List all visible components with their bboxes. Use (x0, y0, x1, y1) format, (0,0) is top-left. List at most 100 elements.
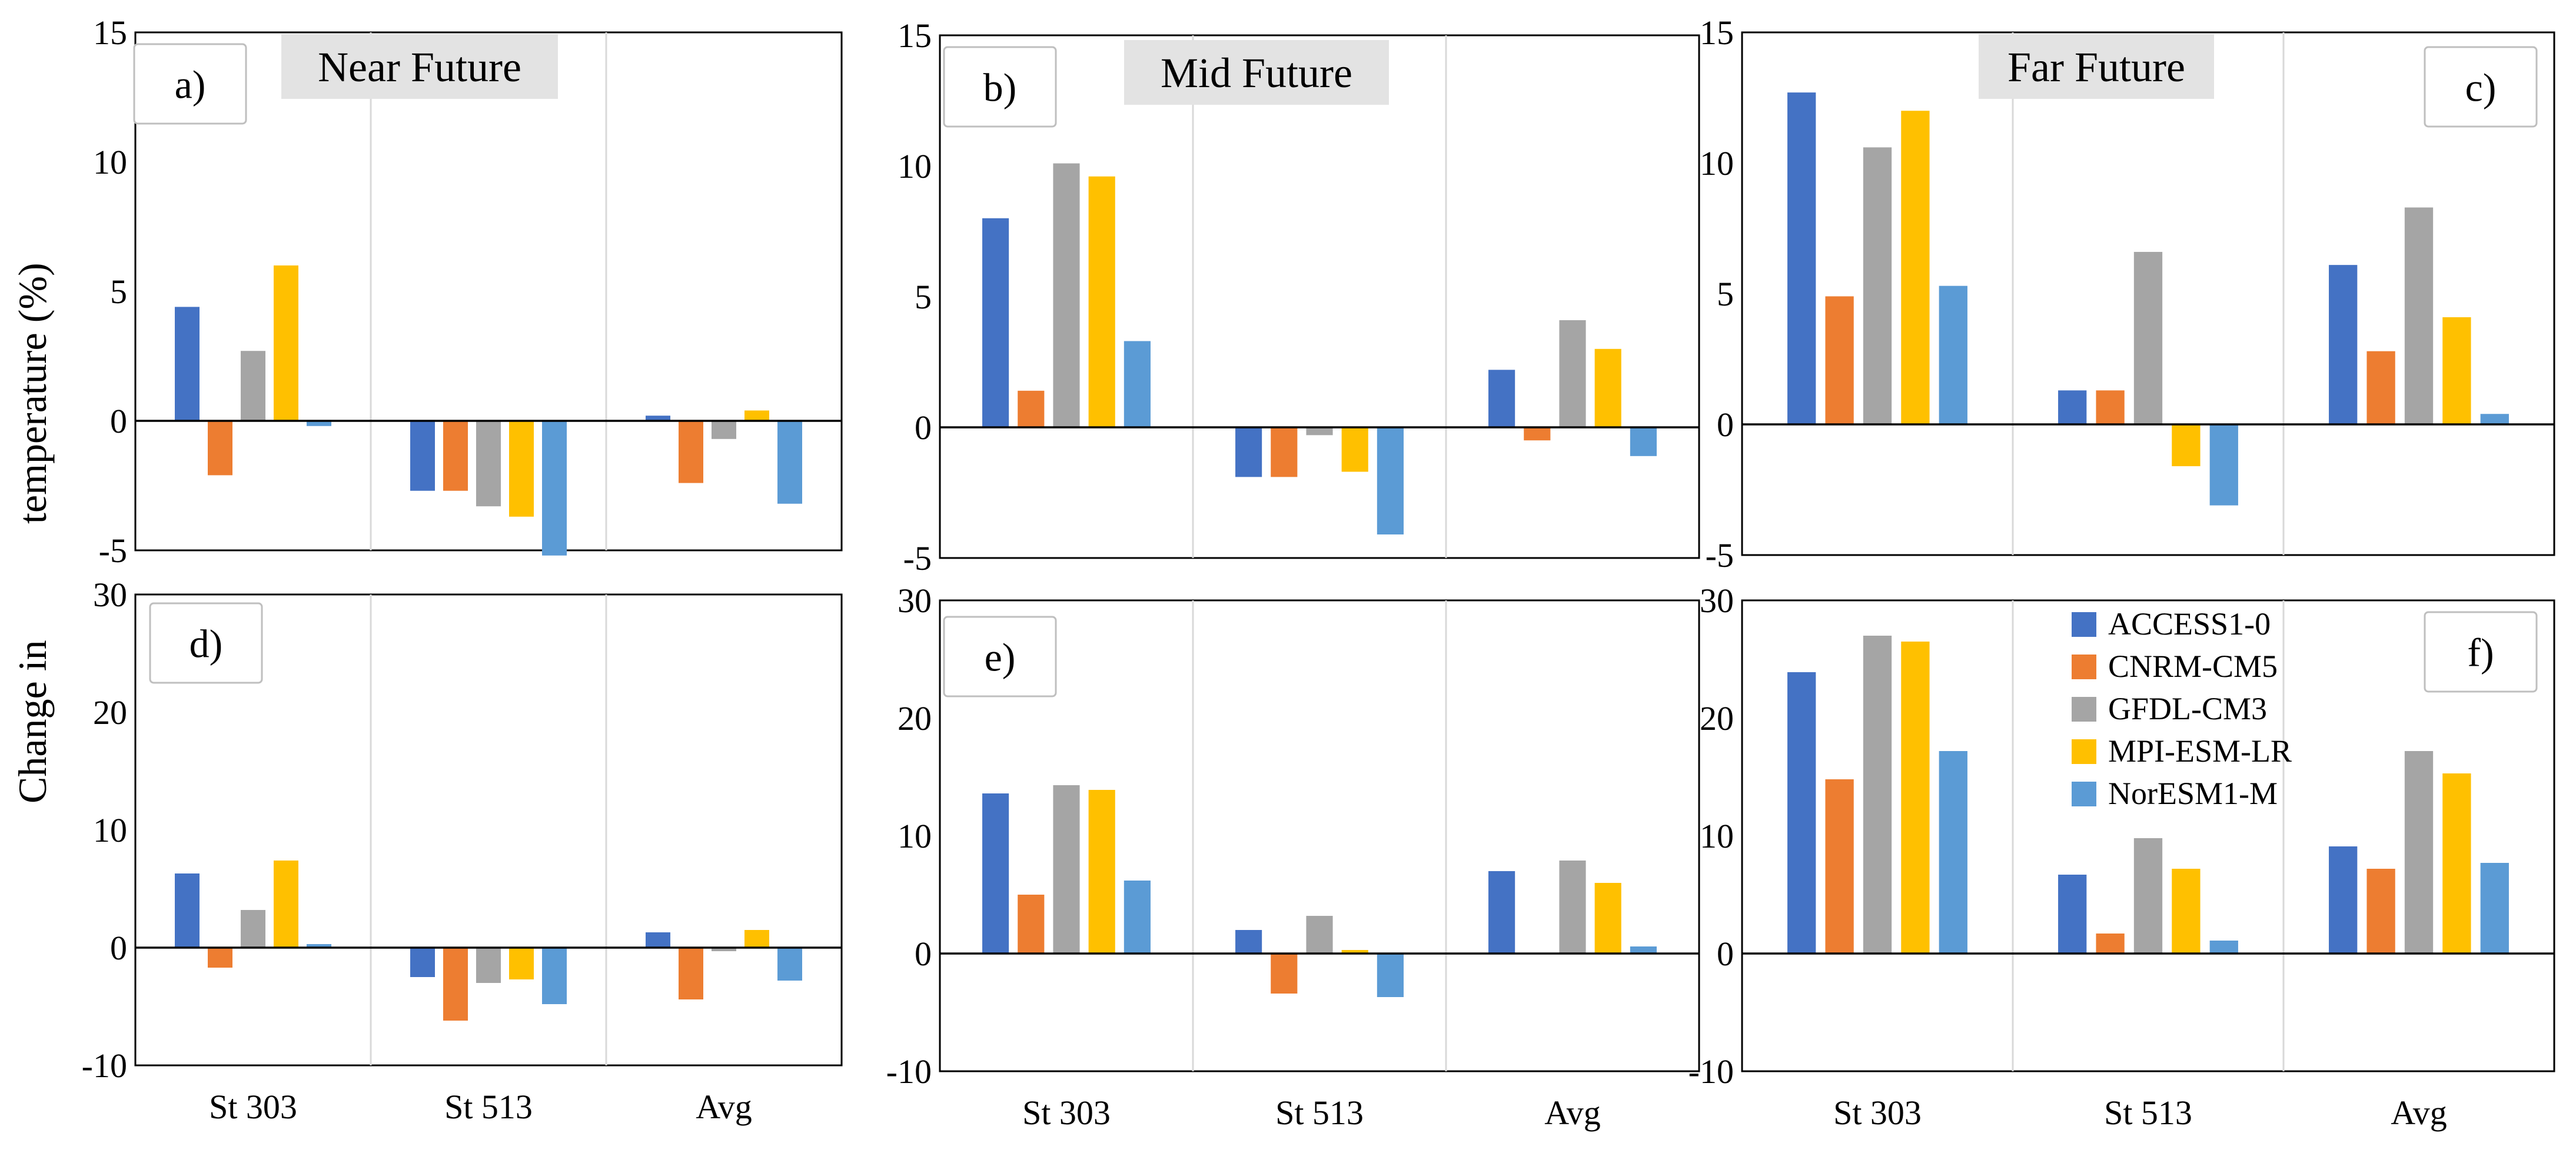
bar-c-ACCESS1-0-St303 (1787, 92, 1816, 424)
x-category-label: St 303 (209, 1088, 297, 1126)
legend-swatch (2072, 782, 2096, 806)
bar-e-NorESM1-M-Avg (1630, 946, 1657, 954)
x-category-label: Avg (696, 1088, 752, 1126)
x-category-label: St 513 (2104, 1094, 2192, 1132)
bar-a-MPI-ESM-LR-St303 (274, 265, 298, 421)
bar-a-GFDL-CM3-St303 (241, 351, 265, 421)
bar-f-GFDL-CM3-Avg (2404, 751, 2434, 954)
y-tick-label: 0 (1717, 406, 1734, 444)
y-axis-label-line-1: Change in (10, 640, 55, 803)
bar-c-MPI-ESM-LR-St303 (1901, 111, 1930, 424)
bar-b-NorESM1-M-St303 (1124, 341, 1151, 427)
y-tick-label: -10 (1688, 1052, 1734, 1091)
legend-swatch (2072, 612, 2096, 637)
y-tick-label: -5 (99, 532, 127, 570)
panel-letter-e: e) (985, 635, 1016, 680)
panel-letter-box (149, 602, 263, 684)
y-tick-label: 10 (898, 147, 932, 185)
panel-a: -5 0 5 10 15 Near Future a) (93, 14, 843, 570)
x-category-label: St 513 (1275, 1094, 1364, 1132)
bar-a-CNRM-CM5-St303 (208, 421, 232, 476)
panel-title-c: Far Future (2007, 44, 2185, 91)
bar-d-GFDL-CM3-St513 (476, 948, 501, 983)
legend-swatch (2072, 655, 2096, 679)
bar-f-NorESM1-M-St513 (2209, 941, 2238, 954)
bar-e-NorESM1-M-St513 (1377, 954, 1404, 997)
panel-letter-c: c) (2465, 65, 2497, 110)
y-tick-label: -10 (82, 1047, 127, 1085)
legend-label: MPI-ESM-LR (2108, 733, 2292, 769)
bar-f-ACCESS1-0-Avg (2329, 846, 2358, 954)
bar-e-GFDL-CM3-St513 (1306, 916, 1333, 954)
bar-c-MPI-ESM-LR-St513 (2172, 424, 2201, 467)
bar-d-ACCESS1-0-St303 (175, 873, 200, 948)
y-tick-label: 5 (1717, 275, 1734, 313)
bar-b-ACCESS1-0-St303 (982, 218, 1009, 427)
y-tick-label: 30 (1700, 582, 1734, 620)
y-tick-label: 15 (1700, 14, 1734, 52)
y-tick-label: 15 (898, 16, 932, 55)
y-tick-label: 0 (915, 935, 932, 973)
panel-title-box (1979, 34, 2214, 99)
bar-d-NorESM1-M-St513 (542, 948, 567, 1004)
bar-b-CNRM-CM5-St303 (1018, 390, 1045, 427)
bar-f-NorESM1-M-St303 (1939, 751, 1967, 954)
bar-d-CNRM-CM5-Avg (679, 948, 703, 999)
bar-d-NorESM1-M-Avg (777, 948, 802, 981)
x-category-label: Avg (2391, 1094, 2447, 1132)
x-category-label: Avg (1544, 1094, 1601, 1132)
bar-b-CNRM-CM5-St513 (1271, 427, 1298, 477)
y-tick-label: -5 (1706, 536, 1734, 574)
bar-e-MPI-ESM-LR-St513 (1341, 950, 1368, 954)
bar-e-ACCESS1-0-Avg (1488, 871, 1515, 954)
bar-d-CNRM-CM5-St303 (208, 948, 232, 968)
bar-d-GFDL-CM3-Avg (712, 948, 736, 951)
legend-label: GFDL-CM3 (2108, 691, 2267, 726)
bar-b-MPI-ESM-LR-Avg (1594, 348, 1621, 427)
panel-title-box (1124, 40, 1389, 105)
bar-b-CNRM-CM5-Avg (1524, 427, 1551, 441)
bar-b-MPI-ESM-LR-St303 (1088, 176, 1115, 427)
legend-label: CNRM-CM5 (2108, 649, 2278, 684)
bar-a-GFDL-CM3-Avg (712, 421, 736, 439)
bar-d-MPI-ESM-LR-St303 (274, 861, 298, 948)
y-tick-label: 10 (1700, 144, 1734, 182)
y-tick-label: 15 (93, 14, 127, 52)
bar-f-CNRM-CM5-St513 (2096, 934, 2125, 954)
panel-letter-box (2424, 611, 2538, 693)
bar-e-ACCESS1-0-St513 (1235, 930, 1262, 954)
bar-f-MPI-ESM-LR-St513 (2172, 869, 2201, 954)
y-tick-label: 30 (93, 576, 127, 614)
bar-c-CNRM-CM5-Avg (2366, 351, 2395, 424)
bar-a-NorESM1-M-Avg (777, 421, 802, 504)
y-tick-label: -5 (903, 539, 932, 577)
legend-swatch (2072, 697, 2096, 722)
y-tick-label: 20 (898, 699, 932, 738)
bar-c-GFDL-CM3-Avg (2404, 207, 2434, 424)
bar-f-MPI-ESM-LR-St303 (1901, 642, 1930, 954)
panel-letter-d: d) (190, 622, 223, 666)
y-tick-label: 0 (110, 402, 127, 440)
y-tick-label: 20 (1700, 699, 1734, 738)
panel-letter-box (133, 43, 247, 125)
bar-e-GFDL-CM3-St303 (1053, 785, 1080, 954)
bar-c-MPI-ESM-LR-Avg (2442, 317, 2471, 424)
bar-f-GFDL-CM3-St303 (1863, 636, 1892, 954)
bar-e-CNRM-CM5-St303 (1018, 895, 1045, 954)
bar-c-NorESM1-M-St303 (1939, 285, 1967, 424)
panel-d: -10 0 10 20 30 St 303 St 513 Avg d) (82, 576, 843, 1126)
panel-title-a: Near Future (318, 44, 521, 91)
x-category-label: St 303 (1022, 1094, 1111, 1132)
bar-a-ACCESS1-0-St513 (410, 421, 435, 491)
bar-a-ACCESS1-0-St303 (175, 307, 200, 421)
bar-f-MPI-ESM-LR-Avg (2442, 773, 2471, 954)
legend: ACCESS1-0 CNRM-CM5 GFDL-CM3 MPI-ESM-LR NorES… (2072, 606, 2292, 811)
bar-f-ACCESS1-0-St513 (2058, 875, 2087, 954)
y-tick-label: 10 (93, 811, 127, 849)
y-tick-label: 0 (110, 929, 127, 967)
bar-b-GFDL-CM3-St513 (1306, 427, 1333, 436)
bar-c-ACCESS1-0-St513 (2058, 390, 2087, 424)
bar-c-CNRM-CM5-St303 (1825, 296, 1854, 424)
bar-b-GFDL-CM3-Avg (1559, 320, 1586, 427)
